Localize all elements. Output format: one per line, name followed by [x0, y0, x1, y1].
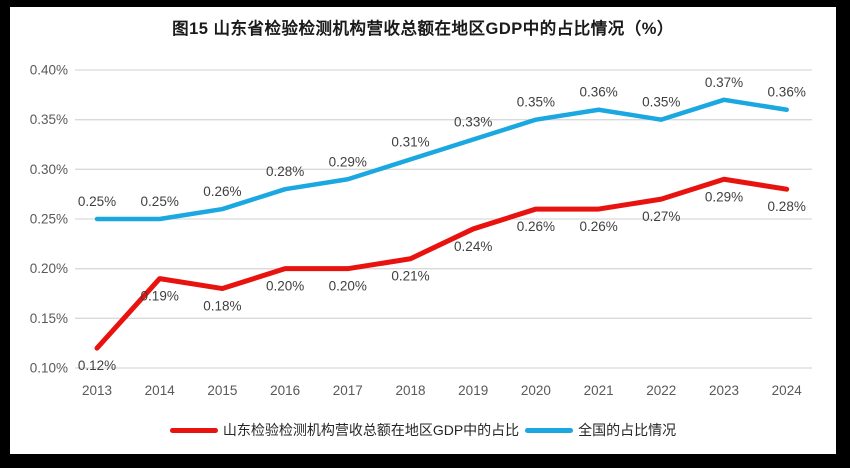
x-tick-label: 2014 [145, 383, 176, 398]
data-label: 0.33% [454, 115, 492, 130]
x-tick-label: 2020 [521, 383, 551, 398]
x-tick-label: 2017 [333, 383, 363, 398]
data-label: 0.29% [705, 189, 743, 204]
data-label: 0.35% [517, 95, 555, 110]
legend-item-national: 全国的占比情况 [525, 420, 676, 440]
data-label: 0.31% [391, 134, 429, 149]
data-label: 0.26% [517, 219, 555, 234]
x-tick-label: 2015 [207, 383, 237, 398]
data-label: 0.28% [768, 199, 806, 214]
data-label: 0.27% [642, 209, 680, 224]
data-label: 0.12% [78, 358, 116, 373]
legend-label-national: 全国的占比情况 [578, 422, 677, 438]
data-label: 0.18% [203, 299, 241, 314]
x-tick-label: 2021 [584, 383, 614, 398]
x-tick-label: 2019 [458, 383, 488, 398]
data-label: 0.36% [768, 85, 806, 100]
y-tick-label: 0.20% [30, 261, 68, 276]
y-tick-label: 0.30% [30, 162, 68, 177]
y-tick-label: 0.25% [30, 212, 68, 227]
legend-label-shandong: 山东检验检测机构营收总额在地区GDP中的占比 [222, 422, 520, 438]
y-tick-label: 0.35% [30, 112, 68, 127]
data-label: 0.35% [642, 95, 680, 110]
x-tick-label: 2013 [82, 383, 112, 398]
x-tick-label: 2016 [270, 383, 300, 398]
legend-line-red-icon [169, 427, 218, 433]
line-chart-plot-area: 0.40% 0.35% 0.30% 0.25% 0.20% 0.15% 0.10% 2013 2… [30, 63, 812, 398]
data-label: 0.20% [266, 279, 304, 294]
data-label: 0.29% [329, 154, 367, 169]
data-label: 0.21% [391, 269, 429, 284]
y-tick-label: 0.10% [30, 361, 68, 376]
y-tick-label: 0.15% [30, 311, 68, 326]
data-label: 0.20% [329, 279, 367, 294]
chart-canvas: 图15 山东省检验检测机构营收总额在地区GDP中的占比情况（%） 0.40% 0.… [10, 7, 836, 454]
y-tick-label: 0.40% [30, 63, 68, 78]
data-label: 0.25% [141, 194, 179, 209]
chart-title: 图15 山东省检验检测机构营收总额在地区GDP中的占比情况（%） [172, 20, 674, 38]
chart-legend: 山东检验检测机构营收总额在地区GDP中的占比 全国的占比情况 [10, 420, 836, 440]
data-label: 0.36% [579, 85, 617, 100]
data-label: 0.28% [266, 164, 304, 179]
legend-item-shandong: 山东检验检测机构营收总额在地区GDP中的占比 [169, 420, 520, 440]
x-tick-label: 2022 [646, 383, 676, 398]
x-tick-label: 2023 [709, 383, 739, 398]
data-label: 0.24% [454, 239, 492, 254]
series-line [94, 176, 790, 351]
x-tick-label: 2018 [395, 383, 425, 398]
data-label: 0.19% [141, 289, 179, 304]
x-tick-label: 2024 [772, 383, 803, 398]
series-line [94, 97, 789, 222]
data-label: 0.25% [78, 194, 116, 209]
data-label: 0.26% [579, 219, 617, 234]
data-label: 0.26% [203, 184, 241, 199]
legend-line-blue-icon [525, 427, 574, 433]
data-label: 0.37% [705, 75, 743, 90]
